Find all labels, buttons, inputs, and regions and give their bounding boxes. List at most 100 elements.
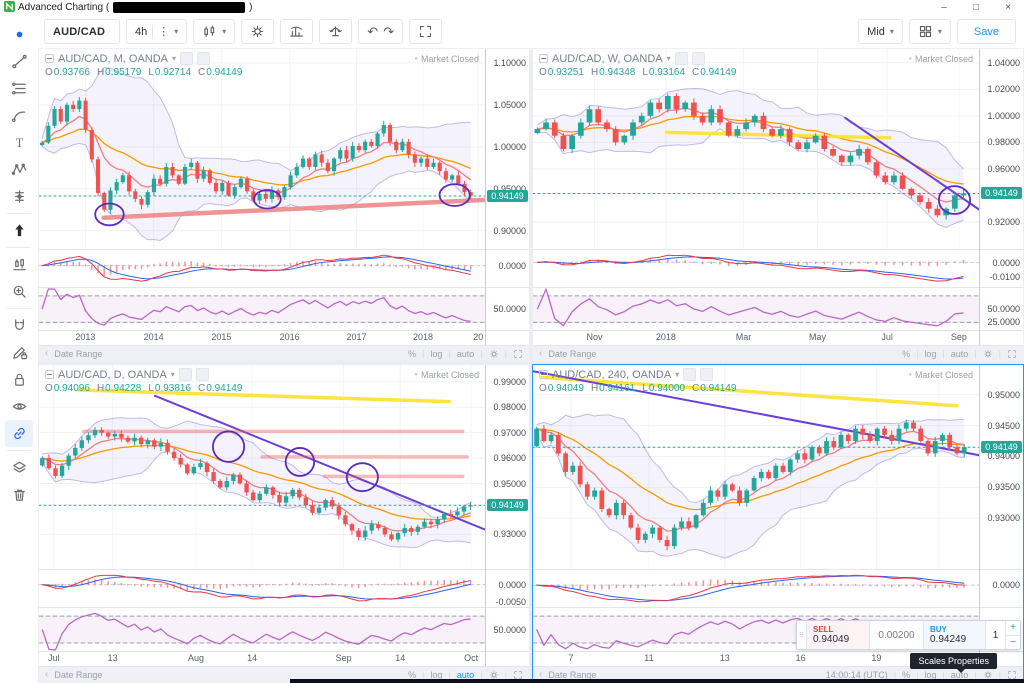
buy-button[interactable]: BUY 0.94249	[923, 621, 985, 649]
chart-panel-monthly[interactable]: AUD/CAD, M, OANDA ▾ O0.93766 H0.95179 L0.9…	[38, 48, 530, 362]
price-axis[interactable]: 1.10000 1.05000 1.00000 0.95000 0.90000 0.941…	[485, 49, 529, 345]
chevron-down-icon[interactable]: ▾	[172, 54, 177, 63]
panel-quick-button[interactable]	[197, 52, 211, 65]
chevron-down-icon[interactable]: ▾	[174, 27, 179, 36]
chart-area-daily[interactable]: AUD/CAD, D, OANDA ▾ O0.94096 H0.94228 L0.9…	[39, 365, 485, 666]
panel-quick-button[interactable]	[700, 368, 714, 381]
rsi-pane[interactable]	[39, 608, 485, 651]
macd-pane[interactable]	[533, 250, 979, 288]
sidebar-tool-bar-pattern[interactable]	[5, 251, 33, 278]
maximize-pane-icon[interactable]	[1007, 349, 1017, 359]
sidebar-tool-arrow-up[interactable]	[5, 217, 33, 244]
panel-quick-button[interactable]	[195, 368, 209, 381]
interval-button[interactable]: 4h	[135, 25, 148, 38]
drag-handle-icon[interactable]: ⠿	[797, 621, 807, 649]
date-range-button[interactable]: Date Range	[548, 669, 597, 680]
quantity-decrease-button[interactable]: −	[1006, 634, 1020, 650]
legend-collapse-button[interactable]	[539, 54, 548, 63]
panel-title[interactable]: AUD/CAD, D, OANDA	[58, 368, 167, 381]
chevron-down-icon[interactable]: ▾	[170, 370, 175, 379]
close-button[interactable]: ×	[1005, 2, 1011, 13]
save-button[interactable]: Save	[956, 19, 1016, 44]
trade-widget[interactable]: ⠿ SELL 0.94049 0.00200 BUY 0.94249 1 + −	[796, 620, 1021, 650]
chevron-down-icon[interactable]: ▾	[666, 54, 671, 63]
panel-quick-button[interactable]	[683, 368, 697, 381]
price-pane[interactable]: AUD/CAD, D, OANDA ▾ O0.94096 H0.94228 L0.9…	[39, 365, 485, 570]
time-axis[interactable]: 2013 2014 2015 2016 2017 2018 20	[39, 330, 485, 345]
panel-title[interactable]: AUD/CAD, W, OANDA	[552, 52, 663, 65]
maximize-pane-icon[interactable]	[513, 670, 523, 680]
chart-style-button[interactable]: ▾	[193, 19, 236, 44]
percent-scale-button[interactable]: %	[408, 348, 417, 359]
auto-scale-button[interactable]: auto	[456, 669, 475, 680]
scales-properties-gear-icon[interactable]	[489, 670, 499, 680]
panel-title[interactable]: AUD/CAD, M, OANDA	[58, 52, 169, 65]
date-range-button[interactable]: Date Range	[54, 348, 103, 359]
collapse-chevron-icon[interactable]: ‹	[539, 348, 543, 359]
legend-collapse-button[interactable]	[45, 370, 54, 379]
sidebar-tool-brush[interactable]	[5, 102, 33, 129]
chart-panel-daily[interactable]: AUD/CAD, D, OANDA ▾ O0.94096 H0.94228 L0.9…	[38, 364, 530, 683]
chart-area-monthly[interactable]: AUD/CAD, M, OANDA ▾ O0.93766 H0.95179 L0.9…	[39, 49, 485, 345]
sell-button[interactable]: SELL 0.94049	[807, 621, 869, 649]
price-pane[interactable]: AUD/CAD, M, OANDA ▾ O0.93766 H0.95179 L0.9…	[39, 49, 485, 251]
quantity-value[interactable]: 1	[985, 621, 1005, 649]
layout-select[interactable]: ▾	[908, 19, 951, 44]
chart-area-weekly[interactable]: AUD/CAD, W, OANDA ▾ O0.93251 H0.94348 L0.9…	[533, 49, 979, 345]
collapse-chevron-icon[interactable]: ‹	[45, 348, 49, 359]
collapse-chevron-icon[interactable]: ‹	[45, 669, 49, 680]
percent-scale-button[interactable]: %	[902, 669, 911, 680]
sidebar-tool-hide-all[interactable]	[5, 393, 33, 420]
time-axis[interactable]: Jul 13 Aug 14 Sep 14 Oct	[39, 651, 485, 666]
kebab-menu-icon[interactable]: ⋮	[158, 26, 170, 38]
sidebar-tool-link-charts[interactable]	[5, 420, 33, 447]
redo-button[interactable]: ↷	[383, 24, 395, 39]
sidebar-tool-remove-all[interactable]	[5, 481, 33, 508]
percent-scale-button[interactable]: %	[408, 669, 417, 680]
sidebar-tool-xabcd-pattern[interactable]	[5, 156, 33, 183]
compare-button[interactable]	[319, 19, 353, 44]
maximize-button[interactable]: □	[972, 2, 980, 13]
sidebar-tool-trend-line[interactable]	[5, 48, 33, 75]
quantity-increase-button[interactable]: +	[1010, 622, 1016, 634]
sidebar-tool-prediction[interactable]	[5, 183, 33, 210]
macd-pane[interactable]	[39, 250, 485, 288]
indicators-button[interactable]	[280, 19, 314, 44]
log-scale-button[interactable]: log	[430, 348, 443, 359]
legend-collapse-button[interactable]	[539, 370, 548, 379]
chart-properties-button[interactable]	[241, 19, 275, 44]
panel-quick-button[interactable]	[178, 368, 192, 381]
sidebar-tool-text[interactable]: T	[5, 129, 33, 156]
maximize-pane-icon[interactable]	[1007, 670, 1017, 680]
log-scale-button[interactable]: log	[924, 669, 937, 680]
sidebar-tool-cursor[interactable]	[5, 21, 33, 48]
scales-properties-gear-icon[interactable]	[489, 349, 499, 359]
log-scale-button[interactable]: log	[430, 669, 443, 680]
macd-pane[interactable]	[39, 570, 485, 608]
chevron-down-icon[interactable]: ▾	[675, 370, 680, 379]
auto-scale-button[interactable]: auto	[950, 348, 969, 359]
chart-panel-h4[interactable]: AUD/CAD, 240, OANDA ▾ O0.94049 H0.94161 L0…	[532, 364, 1024, 683]
price-axis[interactable]: 0.95000 0.94500 0.94000 0.93500 0.93000 0.941…	[979, 365, 1023, 666]
mid-price-select[interactable]: Mid ▾	[858, 19, 903, 44]
sidebar-tool-object-tree[interactable]	[5, 454, 33, 481]
percent-scale-button[interactable]: %	[902, 348, 911, 359]
price-pane[interactable]: AUD/CAD, W, OANDA ▾ O0.93251 H0.94348 L0.9…	[533, 49, 979, 251]
macd-pane[interactable]	[533, 570, 979, 608]
auto-scale-button[interactable]: auto	[456, 348, 475, 359]
rsi-pane[interactable]	[39, 288, 485, 330]
date-range-button[interactable]: Date Range	[548, 348, 597, 359]
date-range-button[interactable]: Date Range	[54, 669, 103, 680]
sidebar-tool-lock-all[interactable]	[5, 366, 33, 393]
minimize-button[interactable]: –	[941, 2, 947, 13]
chart-panel-weekly[interactable]: AUD/CAD, W, OANDA ▾ O0.93251 H0.94348 L0.9…	[532, 48, 1024, 362]
auto-scale-button[interactable]: auto	[950, 669, 969, 680]
panel-quick-button[interactable]	[674, 52, 688, 65]
rsi-pane[interactable]	[533, 288, 979, 330]
symbol-input[interactable]: AUD/CAD	[44, 19, 120, 44]
panel-quick-button[interactable]	[180, 52, 194, 65]
fullscreen-button[interactable]	[409, 19, 443, 44]
maximize-pane-icon[interactable]	[513, 349, 523, 359]
collapse-chevron-icon[interactable]: ‹	[539, 669, 543, 680]
price-pane[interactable]: AUD/CAD, 240, OANDA ▾ O0.94049 H0.94161 L0…	[533, 365, 979, 570]
